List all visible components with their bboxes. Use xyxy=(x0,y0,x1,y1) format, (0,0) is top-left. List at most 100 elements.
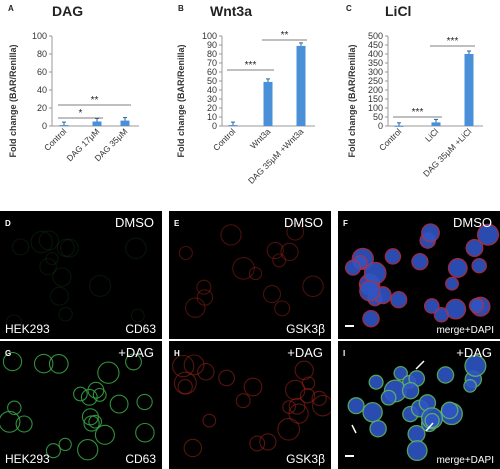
cell xyxy=(393,365,408,381)
cell xyxy=(440,401,459,420)
y-tick-label: 30 xyxy=(207,94,217,104)
cell xyxy=(92,387,107,402)
chart-title: LiCl xyxy=(385,3,411,19)
cell xyxy=(359,280,381,302)
y-tick-label: 20 xyxy=(207,103,217,113)
y-tick-label: 40 xyxy=(207,85,217,95)
y-tick-label: 250 xyxy=(368,76,383,86)
cell xyxy=(384,248,402,265)
micrograph-h: H +DAG GSK3β xyxy=(169,341,331,469)
significance-marker: * xyxy=(79,108,83,119)
cell xyxy=(39,257,57,276)
cell xyxy=(80,388,98,406)
panel-letter: A xyxy=(8,4,14,13)
marker-label-i: merge+DAPI xyxy=(436,455,494,466)
cell xyxy=(436,366,455,384)
cell-image-f xyxy=(344,223,500,328)
cell xyxy=(421,223,440,243)
y-tick-label: 100 xyxy=(202,31,217,41)
y-tick-label: 50 xyxy=(207,76,217,86)
cell xyxy=(232,257,255,280)
bar xyxy=(296,45,306,126)
cell xyxy=(125,353,142,371)
cell xyxy=(130,308,145,323)
significance-marker: ** xyxy=(91,95,99,106)
y-tick-label: 90 xyxy=(207,40,217,50)
y-tick-label: 60 xyxy=(207,67,217,77)
cell xyxy=(468,297,485,314)
cell xyxy=(15,415,33,433)
marker-label-f: merge+DAPI xyxy=(436,325,494,336)
chart-a: A DAG 0 20 40 60 80 100 Fold change (BAR/Renilla… xyxy=(8,3,139,163)
cell xyxy=(277,417,301,441)
cell xyxy=(284,379,306,401)
cell xyxy=(369,419,387,438)
cell xyxy=(274,300,291,317)
condition-label-h: +DAG xyxy=(287,345,323,360)
cell xyxy=(243,377,263,397)
cell xyxy=(45,251,59,266)
cell xyxy=(89,274,112,297)
cell xyxy=(311,390,327,407)
cell xyxy=(288,397,306,415)
cell xyxy=(302,275,324,298)
category-label: LiCl xyxy=(423,126,441,144)
cell xyxy=(30,230,53,254)
cell xyxy=(185,297,206,318)
chart-title: DAG xyxy=(52,3,83,19)
cell xyxy=(94,424,115,445)
y-tick-label: 80 xyxy=(207,49,217,59)
bar xyxy=(263,81,273,126)
cell xyxy=(73,386,88,402)
y-tick-label: 400 xyxy=(368,49,383,59)
micrograph-e: E DMSO GSK3β xyxy=(169,211,331,339)
y-tick-label: 80 xyxy=(37,49,47,59)
category-label: DAG 35μM +Wnt3a xyxy=(246,126,306,186)
y-axis-label: Fold change (BAR/Renilla) xyxy=(347,44,357,157)
cell xyxy=(202,413,217,428)
cell-image-e xyxy=(178,222,324,318)
panel-letter-h: H xyxy=(174,349,180,358)
cell xyxy=(266,241,284,260)
cell xyxy=(5,314,23,332)
y-tick-label: 300 xyxy=(368,67,383,77)
chart-title: Wnt3a xyxy=(210,3,252,19)
y-axis-label: Fold change (BAR/Renilla) xyxy=(8,44,18,157)
y-tick-label: 0 xyxy=(212,121,217,131)
cell xyxy=(135,422,155,443)
cell xyxy=(362,401,383,423)
cell xyxy=(344,259,362,276)
cell xyxy=(262,285,282,304)
y-axis-label: Fold change (BAR/Renilla) xyxy=(176,44,186,157)
cell-image-i xyxy=(347,354,487,462)
y-tick-label: 0 xyxy=(378,121,383,131)
panel-letter: B xyxy=(178,4,184,13)
scale-bar xyxy=(345,325,354,327)
condition-label-e: DMSO xyxy=(284,215,323,230)
bar xyxy=(228,125,238,127)
significance-marker: ** xyxy=(281,30,289,41)
panel-letter-d: D xyxy=(5,219,11,228)
cell xyxy=(390,291,408,309)
arrow-indicator xyxy=(351,424,357,434)
cell xyxy=(312,394,331,417)
cell xyxy=(172,354,195,378)
bar xyxy=(464,54,474,126)
cell-image-g xyxy=(0,351,155,461)
y-tick-label: 70 xyxy=(207,58,217,68)
cell xyxy=(52,267,72,287)
cell xyxy=(401,381,420,400)
arrow-indicator xyxy=(415,360,425,370)
significance-marker: *** xyxy=(245,60,257,71)
category-label: Wnt3a xyxy=(248,126,273,151)
micrograph-d: D DMSO HEK293 CD63 xyxy=(0,211,162,339)
cell xyxy=(406,440,428,462)
cell-image-d xyxy=(5,230,147,332)
y-tick-label: 100 xyxy=(32,31,47,41)
panel-letter-i: I xyxy=(343,349,346,358)
cell xyxy=(58,437,72,452)
y-tick-label: 10 xyxy=(207,112,217,122)
significance-marker: *** xyxy=(447,36,459,47)
marker-label-d: CD63 xyxy=(125,322,156,336)
